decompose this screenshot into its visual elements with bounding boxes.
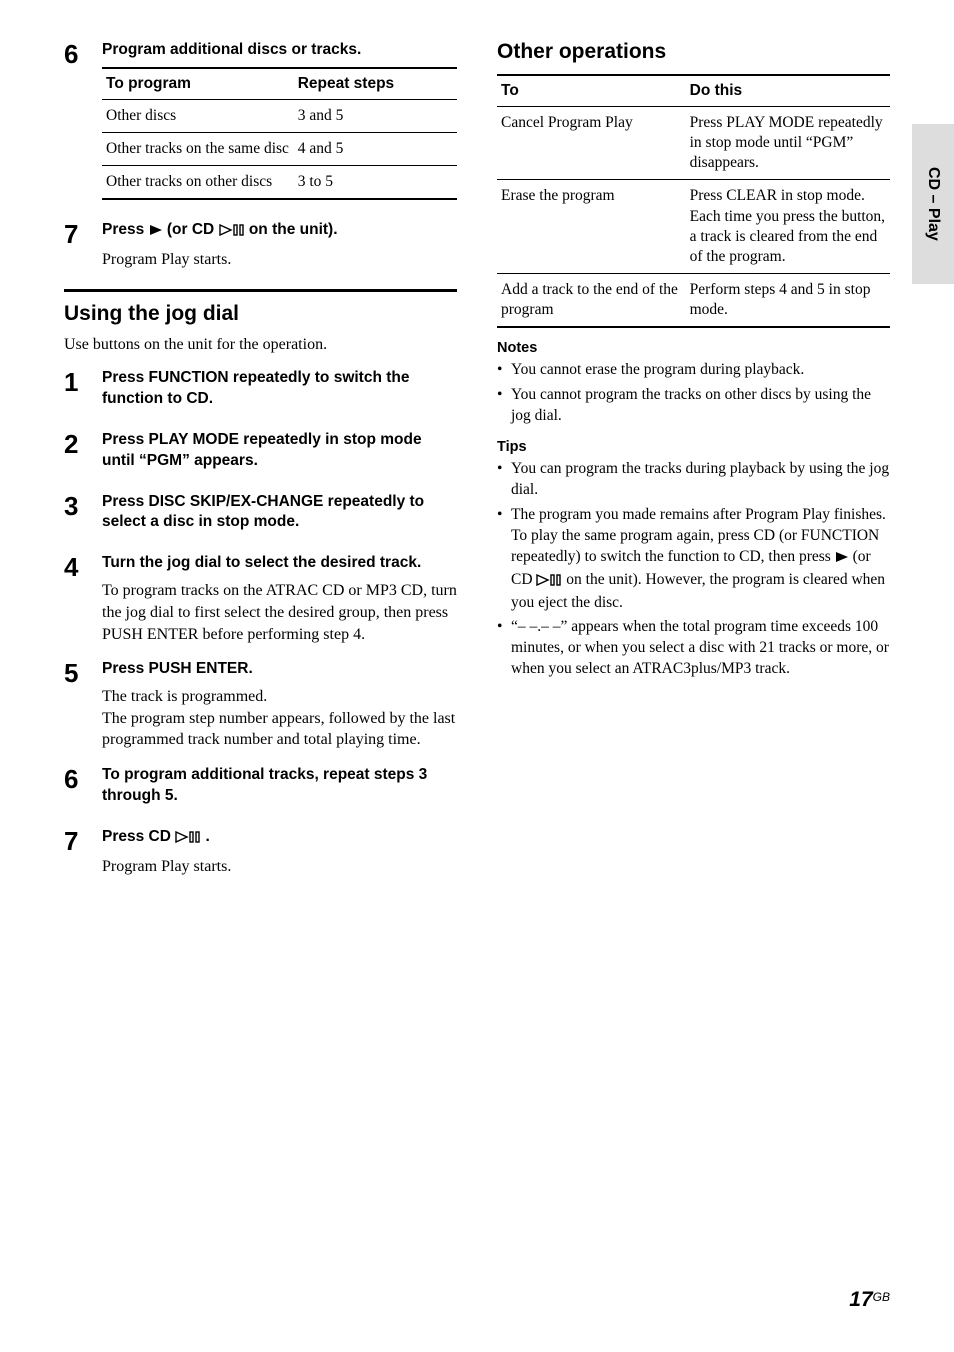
- program-repeat-table: To program Repeat steps Other discs 3 an…: [102, 67, 457, 200]
- list-item: “– –.– –” appears when the total program…: [497, 617, 890, 680]
- step-7-head: Press (or CD on the unit).: [102, 220, 457, 243]
- step-6-head: Program additional discs or tracks.: [102, 40, 457, 61]
- page-number: 17GB: [849, 1288, 890, 1312]
- side-tab: CD – Play: [912, 124, 954, 284]
- step-follow: Program Play starts.: [102, 856, 457, 878]
- step-head: Turn the jog dial to select the desired …: [102, 553, 457, 574]
- table-row: Other discs 3 and 5: [102, 99, 457, 132]
- th-to-program: To program: [102, 68, 294, 100]
- step-head: Press PLAY MODE repeatedly in stop mode …: [102, 430, 457, 472]
- jog-step-6: 6 To program additional tracks, repeat s…: [64, 765, 457, 813]
- th-to: To: [497, 75, 686, 107]
- other-ops-table: To Do this Cancel Program Play Press PLA…: [497, 74, 890, 328]
- tips-heading: Tips: [497, 439, 890, 455]
- th-do-this: Do this: [686, 75, 890, 107]
- th-repeat-steps: Repeat steps: [294, 68, 457, 100]
- step-head: Press PUSH ENTER.: [102, 659, 457, 680]
- step-number: 4: [64, 553, 84, 580]
- jog-intro: Use buttons on the unit for the operatio…: [64, 336, 457, 354]
- jog-step-3: 3 Press DISC SKIP/EX-CHANGE repeatedly t…: [64, 492, 457, 540]
- step-follow: To program tracks on the ATRAC CD or MP3…: [102, 580, 457, 645]
- step-number: 6: [64, 765, 84, 792]
- play-pause-icon: [536, 572, 562, 593]
- table-row: Erase the program Press CLEAR in stop mo…: [497, 180, 890, 274]
- step-6-top: 6 Program additional discs or tracks. To…: [64, 40, 457, 200]
- step-head: To program additional tracks, repeat ste…: [102, 765, 457, 807]
- list-item: You cannot erase the program during play…: [497, 360, 890, 381]
- tips-list: You can program the tracks during playba…: [497, 459, 890, 680]
- right-column: Other operations To Do this Cancel Progr…: [497, 40, 890, 891]
- list-item: You can program the tracks during playba…: [497, 459, 890, 501]
- side-tab-label: CD – Play: [924, 167, 942, 241]
- play-icon: [149, 222, 163, 243]
- jog-step-5: 5 Press PUSH ENTER. The track is program…: [64, 659, 457, 751]
- list-item: You cannot program the tracks on other d…: [497, 385, 890, 427]
- jog-step-4: 4 Turn the jog dial to select the desire…: [64, 553, 457, 645]
- step-number: 7: [64, 220, 84, 247]
- step-number: 5: [64, 659, 84, 686]
- table-row: Add a track to the end of the program Pe…: [497, 273, 890, 327]
- section-divider: [64, 289, 457, 292]
- step-head: Press FUNCTION repeatedly to switch the …: [102, 368, 457, 410]
- step-head: Press DISC SKIP/EX-CHANGE repeatedly to …: [102, 492, 457, 534]
- play-pause-icon: [219, 222, 245, 243]
- step-follow: The track is programmed.The program step…: [102, 686, 457, 751]
- notes-heading: Notes: [497, 340, 890, 356]
- jog-heading: Using the jog dial: [64, 302, 457, 326]
- table-row: Other tracks on other discs 3 to 5: [102, 166, 457, 200]
- step-number: 6: [64, 40, 84, 67]
- step-number: 1: [64, 368, 84, 395]
- jog-step-2: 2 Press PLAY MODE repeatedly in stop mod…: [64, 430, 457, 478]
- jog-step-7: 7 Press CD . Program Play starts.: [64, 827, 457, 878]
- notes-list: You cannot erase the program during play…: [497, 360, 890, 427]
- step-head: Press CD .: [102, 827, 457, 850]
- step-number: 7: [64, 827, 84, 854]
- step-number: 3: [64, 492, 84, 519]
- left-column: 6 Program additional discs or tracks. To…: [64, 40, 457, 891]
- step-7-top: 7 Press (or CD on the unit). Program Pla…: [64, 220, 457, 271]
- list-item: The program you made remains after Progr…: [497, 505, 890, 614]
- jog-step-1: 1 Press FUNCTION repeatedly to switch th…: [64, 368, 457, 416]
- other-ops-heading: Other operations: [497, 40, 890, 64]
- table-row: Cancel Program Play Press PLAY MODE repe…: [497, 107, 890, 180]
- step-number: 2: [64, 430, 84, 457]
- table-row: Other tracks on the same disc 4 and 5: [102, 133, 457, 166]
- play-pause-icon: [175, 829, 201, 850]
- play-icon: [835, 549, 849, 570]
- step-7-follow: Program Play starts.: [102, 249, 457, 271]
